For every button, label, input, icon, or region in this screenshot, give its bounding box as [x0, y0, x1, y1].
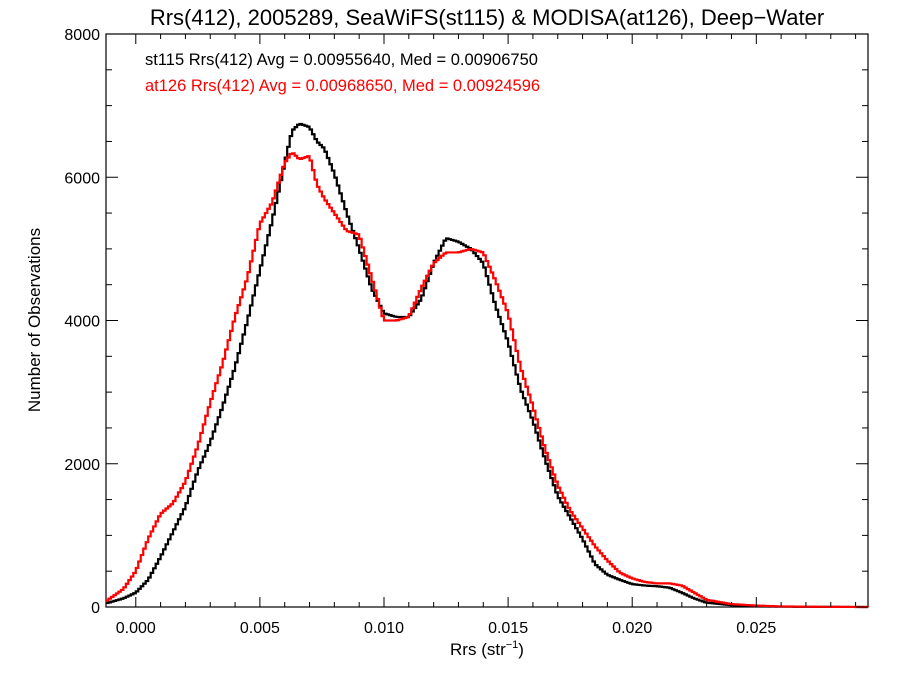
- chart-title: Rrs(412), 2005289, SeaWiFS(st115) & MODI…: [150, 5, 824, 30]
- ticks-layer: 0.000 0.005 0.010 0.015 0.020 0.025 0 2000 4000 6…: [64, 27, 868, 637]
- series-line-1: [106, 152, 870, 609]
- annotation-at126: at126 Rrs(412) Avg = 0.00968650, Med = 0…: [145, 77, 540, 95]
- y-tick-label: 2000: [64, 457, 100, 474]
- x-axis-label: Rrs (str−1): [450, 639, 524, 659]
- x-axis-label-main: Rrs (str: [450, 640, 506, 659]
- y-tick-label: 4000: [64, 314, 100, 331]
- y-tick-label: 8000: [64, 27, 100, 44]
- plot-frame: [105, 33, 869, 608]
- series-layer: [106, 122, 870, 609]
- annotation-st115: st115 Rrs(412) Avg = 0.00955640, Med = 0…: [145, 51, 538, 69]
- x-tick-label: 0.000: [116, 620, 156, 637]
- x-tick-label: 0.005: [240, 620, 280, 637]
- x-axis-label-suffix: ): [518, 640, 524, 659]
- y-axis-label: Number of Observations: [25, 228, 44, 412]
- x-axis-label-sup: −1: [506, 639, 519, 651]
- x-tick-label: 0.020: [612, 620, 652, 637]
- series-line-0: [106, 122, 868, 609]
- y-tick-label: 6000: [64, 170, 100, 187]
- y-tick-label: 0: [91, 600, 100, 617]
- x-tick-label: 0.025: [736, 620, 776, 637]
- x-tick-label: 0.015: [488, 620, 528, 637]
- x-tick-label: 0.010: [364, 620, 404, 637]
